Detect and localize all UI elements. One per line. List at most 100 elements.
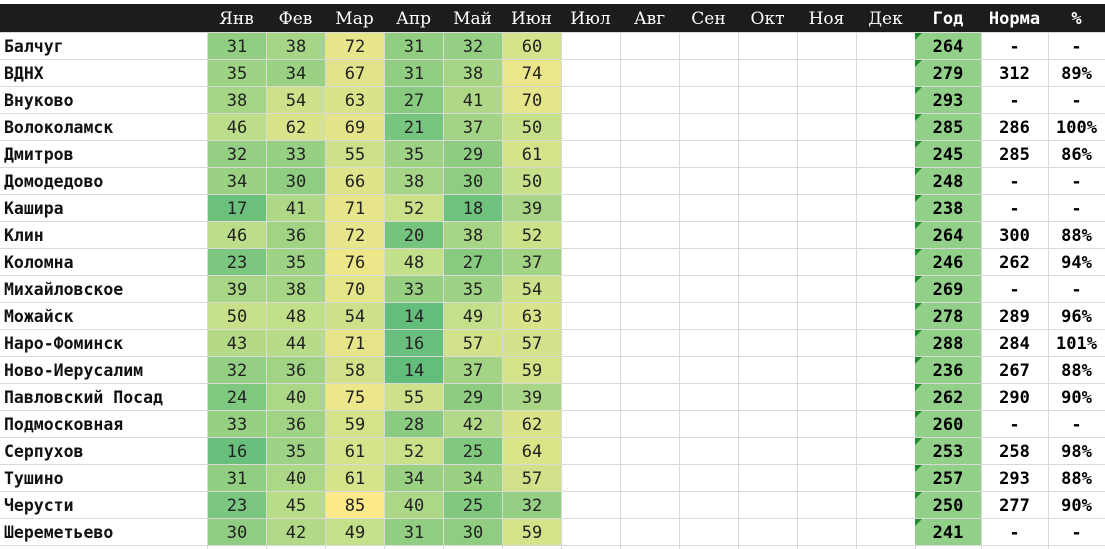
heat-cell: 54 — [503, 276, 561, 302]
year-total-cell: 253 — [915, 438, 981, 464]
year-total-cell: 288 — [915, 330, 981, 356]
station-name: Наро-Фоминск — [4, 334, 124, 353]
norm-cell: 267 — [999, 361, 1030, 381]
norm-cell: - — [1009, 415, 1020, 435]
heat-cell: 36 — [267, 411, 325, 437]
gridline — [384, 32, 385, 549]
heat-cell: 23 — [208, 249, 266, 275]
percent-cell: 88% — [1061, 469, 1092, 489]
norm-cell: 286 — [999, 118, 1030, 138]
gridline — [502, 32, 503, 549]
heat-cell: 71 — [326, 330, 384, 356]
heat-cell: 57 — [444, 330, 502, 356]
heat-cell: 33 — [267, 141, 325, 167]
station-name: Павловский Посад — [4, 388, 163, 407]
heat-cell: 44 — [267, 330, 325, 356]
heat-cell: 34 — [385, 465, 443, 491]
heat-cell: 42 — [444, 411, 502, 437]
percent-cell: 96% — [1061, 307, 1092, 327]
table-header — [0, 4, 1105, 32]
heat-cell: 31 — [385, 519, 443, 545]
heat-cell: 29 — [444, 384, 502, 410]
heat-cell: 57 — [503, 465, 561, 491]
heat-cell: 38 — [267, 33, 325, 59]
column-header: Дек — [868, 9, 903, 29]
heat-cell: 28 — [385, 411, 443, 437]
heat-cell: 41 — [444, 87, 502, 113]
percent-cell: 86% — [1061, 145, 1092, 165]
heat-cell: 72 — [326, 222, 384, 248]
year-total-cell: 279 — [915, 60, 981, 86]
heat-cell: 32 — [208, 141, 266, 167]
heat-cell: 70 — [326, 276, 384, 302]
heat-cell: 48 — [267, 303, 325, 329]
year-total-cell: 260 — [915, 411, 981, 437]
heat-cell: 38 — [385, 168, 443, 194]
column-header: Ноя — [808, 9, 845, 29]
year-total-cell: 285 — [915, 114, 981, 140]
heat-cell: 33 — [208, 411, 266, 437]
year-total-cell: 246 — [915, 249, 981, 275]
percent-cell: 100% — [1056, 118, 1097, 138]
year-total-cell: 245 — [915, 141, 981, 167]
heat-cell: 14 — [385, 357, 443, 383]
heat-cell: 33 — [385, 276, 443, 302]
heat-cell: 21 — [385, 114, 443, 140]
heat-cell: 38 — [208, 87, 266, 113]
gridline — [0, 221, 1105, 222]
heat-cell: 70 — [503, 87, 561, 113]
heat-cell: 36 — [267, 357, 325, 383]
percent-cell: 98% — [1061, 442, 1092, 462]
gridline — [0, 491, 1105, 492]
year-total-cell: 264 — [915, 33, 981, 59]
norm-cell: 262 — [999, 253, 1030, 273]
station-name: Тушино — [4, 469, 64, 488]
heat-cell: 41 — [267, 195, 325, 221]
heat-cell: 18 — [444, 195, 502, 221]
heat-cell: 34 — [267, 60, 325, 86]
heat-cell: 16 — [385, 330, 443, 356]
heat-cell: 75 — [326, 384, 384, 410]
column-header: Мар — [335, 9, 374, 29]
heat-cell: 24 — [208, 384, 266, 410]
heat-cell: 35 — [267, 438, 325, 464]
gridline — [325, 32, 326, 549]
heat-cell: 62 — [267, 114, 325, 140]
gridline — [679, 32, 680, 549]
station-name: Михайловское — [4, 280, 124, 299]
heat-cell: 40 — [267, 384, 325, 410]
gridline — [0, 356, 1105, 357]
heat-cell: 37 — [503, 249, 561, 275]
heat-cell: 32 — [208, 357, 266, 383]
station-name: Клин — [4, 226, 44, 245]
heat-cell: 38 — [444, 60, 502, 86]
heat-cell: 55 — [385, 384, 443, 410]
heat-cell: 31 — [385, 33, 443, 59]
heat-cell: 38 — [444, 222, 502, 248]
heat-cell: 54 — [267, 87, 325, 113]
norm-cell: 277 — [999, 496, 1030, 516]
gridline — [0, 32, 1105, 33]
column-header: Фев — [278, 9, 313, 29]
column-header: Май — [453, 9, 492, 29]
year-total-cell: 248 — [915, 168, 981, 194]
heat-cell: 31 — [208, 33, 266, 59]
station-name: Внуково — [4, 91, 74, 110]
column-header: Год — [932, 9, 964, 29]
heat-cell: 57 — [503, 330, 561, 356]
column-header: Янв — [219, 9, 254, 29]
heat-cell: 27 — [444, 249, 502, 275]
heat-cell: 17 — [208, 195, 266, 221]
station-name: Черусти — [4, 496, 74, 515]
percent-cell: 90% — [1061, 496, 1092, 516]
norm-cell: - — [1009, 37, 1020, 57]
year-total-cell: 262 — [915, 384, 981, 410]
gridline — [443, 32, 444, 549]
heat-cell: 59 — [326, 411, 384, 437]
gridline — [0, 410, 1105, 411]
percent-cell: - — [1071, 172, 1082, 192]
heat-cell: 35 — [208, 60, 266, 86]
heat-cell: 62 — [503, 411, 561, 437]
year-total-cell: 236 — [915, 357, 981, 383]
heat-cell: 50 — [503, 114, 561, 140]
